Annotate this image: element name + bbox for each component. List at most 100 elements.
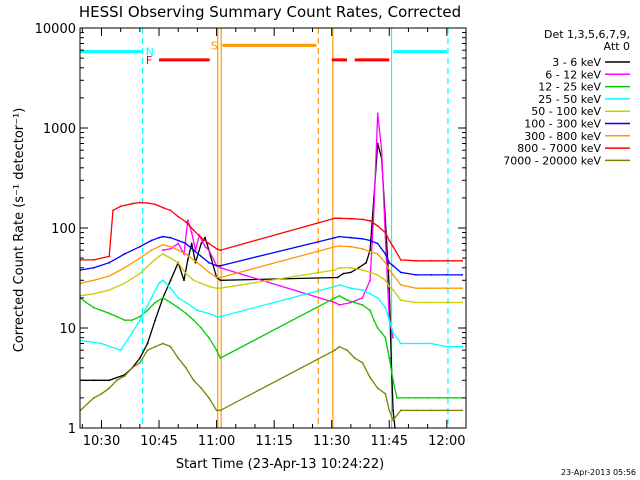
y-tick-label: 100 <box>51 222 76 237</box>
data-point <box>215 276 218 279</box>
data-point <box>185 301 187 304</box>
data-point <box>338 294 341 297</box>
data-point <box>338 245 341 247</box>
data-point <box>115 379 118 382</box>
data-point <box>177 261 180 264</box>
data-point <box>139 201 141 204</box>
data-point <box>177 306 180 309</box>
legend-label: 100 - 300 keV <box>524 118 601 131</box>
series-line-0 <box>80 143 396 428</box>
data-point <box>108 261 111 264</box>
data-point <box>350 217 352 220</box>
data-point <box>177 249 180 252</box>
data-point <box>392 274 394 276</box>
data-point <box>150 297 153 299</box>
data-point <box>185 272 187 275</box>
data-point <box>208 249 210 252</box>
data-point <box>162 249 164 252</box>
data-point <box>185 253 187 255</box>
data-point <box>192 319 195 321</box>
data-point <box>346 299 348 301</box>
legend-header: Det 1,3,5,6,7,9, <box>544 28 630 41</box>
data-point <box>461 259 464 262</box>
series-line-2 <box>80 295 463 399</box>
legend-label: 3 - 6 keV <box>552 56 601 69</box>
data-point <box>154 203 157 206</box>
timestamp: 23-Apr-2013 05:56 <box>561 468 636 477</box>
data-point <box>376 142 379 145</box>
data-point <box>146 309 149 312</box>
data-point <box>399 409 402 412</box>
data-point <box>208 242 210 245</box>
data-point <box>453 345 456 348</box>
data-point <box>219 287 222 290</box>
data-point <box>399 271 402 274</box>
data-point <box>388 319 391 321</box>
data-point <box>369 279 371 282</box>
data-point <box>350 236 352 239</box>
data-point <box>177 239 180 242</box>
data-point <box>139 361 141 364</box>
data-point <box>399 342 402 345</box>
data-point <box>92 259 95 261</box>
data-point <box>100 342 103 345</box>
data-point <box>392 336 394 339</box>
data-point <box>357 266 360 269</box>
x-tick-label: 10:30 <box>83 434 120 449</box>
data-point <box>430 409 433 412</box>
data-point <box>384 231 387 234</box>
data-point <box>169 247 172 250</box>
data-point <box>342 272 345 275</box>
data-point <box>353 357 356 359</box>
data-point <box>384 261 387 264</box>
data-point <box>361 297 364 299</box>
data-point <box>200 236 203 239</box>
data-point <box>333 269 336 271</box>
data-point <box>333 349 336 352</box>
data-point <box>376 225 379 227</box>
data-point <box>162 297 164 299</box>
data-point <box>200 242 203 245</box>
data-point <box>190 242 193 245</box>
series-line-4 <box>80 253 463 304</box>
plot-area: NF S <box>80 28 464 428</box>
data-point <box>376 274 379 276</box>
y-tick-label: 10000 <box>35 22 76 37</box>
data-point <box>369 219 371 222</box>
data-point <box>123 282 126 285</box>
data-point <box>169 345 172 348</box>
data-point <box>200 387 203 390</box>
data-point <box>162 206 164 209</box>
data-point <box>361 361 364 364</box>
data-point <box>215 287 218 290</box>
legend-label: 7000 - 20000 keV <box>503 154 601 167</box>
data-point <box>438 397 440 399</box>
y-tick-label: 1000 <box>43 122 76 137</box>
data-point <box>430 287 433 290</box>
series-line-6 <box>80 244 463 289</box>
data-point <box>204 236 207 239</box>
data-point <box>154 345 157 348</box>
data-point <box>445 259 448 262</box>
legend-label: 6 - 12 keV <box>545 68 601 81</box>
data-point <box>92 306 95 309</box>
data-point <box>388 269 391 271</box>
data-point <box>350 245 352 248</box>
data-point <box>139 272 141 275</box>
data-point <box>392 419 394 421</box>
x-tick-label: 11:30 <box>313 434 350 449</box>
data-point <box>192 249 195 252</box>
data-point <box>426 397 429 399</box>
data-point <box>392 331 394 334</box>
data-point <box>392 289 394 291</box>
data-point <box>388 409 391 412</box>
data-point <box>388 239 391 242</box>
data-point <box>361 218 364 221</box>
data-point <box>461 301 464 304</box>
data-point <box>146 202 149 204</box>
data-point <box>169 236 172 239</box>
data-point <box>415 287 417 290</box>
axes: 10:30 10:45 11:00 11:15 11:30 11:45 12:00 1 10 10… <box>35 22 467 449</box>
data-point <box>219 315 222 318</box>
